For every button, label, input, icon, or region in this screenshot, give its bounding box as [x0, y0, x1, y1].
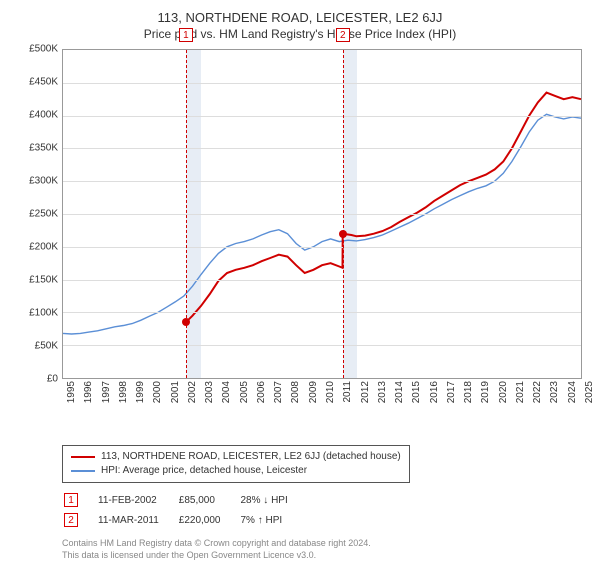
y-tick-label: £200K: [29, 242, 58, 253]
sale-point: [339, 230, 347, 238]
legend: 113, NORTHDENE ROAD, LEICESTER, LE2 6JJ …: [62, 445, 410, 483]
y-tick-label: £300K: [29, 176, 58, 187]
legend-label-hpi: HPI: Average price, detached house, Leic…: [101, 464, 307, 478]
y-tick-label: £250K: [29, 209, 58, 220]
x-tick-label: 2007: [273, 381, 284, 403]
y-tick-label: £400K: [29, 110, 58, 121]
x-tick-label: 2000: [152, 381, 163, 403]
x-tick-label: 2016: [429, 381, 440, 403]
x-tick-label: 2018: [463, 381, 474, 403]
chart-area: £0£50K£100K£150K£200K£250K£300K£350K£400…: [18, 49, 582, 379]
legend-row-property: 113, NORTHDENE ROAD, LEICESTER, LE2 6JJ …: [71, 450, 401, 464]
x-tick-label: 2023: [549, 381, 560, 403]
footer-line1: Contains HM Land Registry data © Crown c…: [62, 537, 582, 549]
x-tick-label: 1997: [101, 381, 112, 403]
legend-swatch-property: [71, 456, 95, 458]
plot-region: 12: [62, 49, 582, 379]
event-vline: [343, 50, 344, 378]
footer: Contains HM Land Registry data © Crown c…: [62, 537, 582, 561]
x-tick-label: 1995: [66, 381, 77, 403]
x-tick-label: 2012: [360, 381, 371, 403]
x-tick-label: 2003: [204, 381, 215, 403]
sale-row: 1 11-FEB-2002£85,00028% ↓ HPI: [64, 491, 306, 509]
x-tick-label: 2015: [411, 381, 422, 403]
chart-title: 113, NORTHDENE ROAD, LEICESTER, LE2 6JJ: [18, 10, 582, 25]
y-tick-label: £150K: [29, 275, 58, 286]
x-tick-label: 2025: [584, 381, 595, 403]
x-tick-label: 2024: [567, 381, 578, 403]
y-tick-label: £100K: [29, 308, 58, 319]
series-hpi: [63, 114, 581, 334]
x-tick-label: 2020: [498, 381, 509, 403]
sale-diff: 28% ↓ HPI: [241, 491, 306, 509]
legend-row-hpi: HPI: Average price, detached house, Leic…: [71, 464, 401, 478]
sale-price: £85,000: [179, 491, 239, 509]
sale-point: [182, 318, 190, 326]
y-tick-label: £500K: [29, 44, 58, 55]
sale-marker-box: 2: [64, 513, 78, 527]
x-tick-label: 1998: [118, 381, 129, 403]
x-tick-label: 1996: [83, 381, 94, 403]
x-tick-label: 2022: [532, 381, 543, 403]
x-tick-label: 2005: [239, 381, 250, 403]
x-tick-label: 1999: [135, 381, 146, 403]
x-tick-label: 2004: [221, 381, 232, 403]
sale-price: £220,000: [179, 511, 239, 529]
sale-diff: 7% ↑ HPI: [241, 511, 306, 529]
x-tick-label: 2008: [290, 381, 301, 403]
event-marker: 1: [179, 28, 193, 42]
y-tick-label: £450K: [29, 77, 58, 88]
sale-date: 11-MAR-2011: [98, 511, 177, 529]
y-tick-label: £50K: [35, 341, 58, 352]
chart-subtitle: Price paid vs. HM Land Registry's House …: [18, 27, 582, 41]
y-tick-label: £350K: [29, 143, 58, 154]
sale-row: 2 11-MAR-2011£220,0007% ↑ HPI: [64, 511, 306, 529]
event-marker: 2: [336, 28, 350, 42]
sale-marker-box: 1: [64, 493, 78, 507]
event-vline: [186, 50, 187, 378]
x-tick-label: 2006: [256, 381, 267, 403]
x-tick-label: 2002: [187, 381, 198, 403]
y-tick-label: £0: [47, 374, 58, 385]
x-tick-label: 2010: [325, 381, 336, 403]
x-tick-label: 2001: [170, 381, 181, 403]
x-axis-labels: 1995 1996 1997 1998 1999 2000 2001 2002 2003 2004…: [62, 379, 582, 411]
x-tick-label: 2009: [308, 381, 319, 403]
x-tick-label: 2019: [480, 381, 491, 403]
x-tick-label: 2021: [515, 381, 526, 403]
sales-table: 1 11-FEB-2002£85,00028% ↓ HPI 2 11-MAR-2011…: [62, 489, 308, 531]
series-property: [186, 93, 581, 323]
x-tick-label: 2011: [342, 381, 353, 403]
x-tick-label: 2014: [394, 381, 405, 403]
x-tick-label: 2017: [446, 381, 457, 403]
legend-label-property: 113, NORTHDENE ROAD, LEICESTER, LE2 6JJ …: [101, 450, 401, 464]
x-tick-label: 2013: [377, 381, 388, 403]
sale-date: 11-FEB-2002: [98, 491, 177, 509]
y-axis-labels: £0£50K£100K£150K£200K£250K£300K£350K£400…: [18, 49, 62, 379]
footer-line2: This data is licensed under the Open Gov…: [62, 549, 582, 561]
legend-swatch-hpi: [71, 470, 95, 472]
